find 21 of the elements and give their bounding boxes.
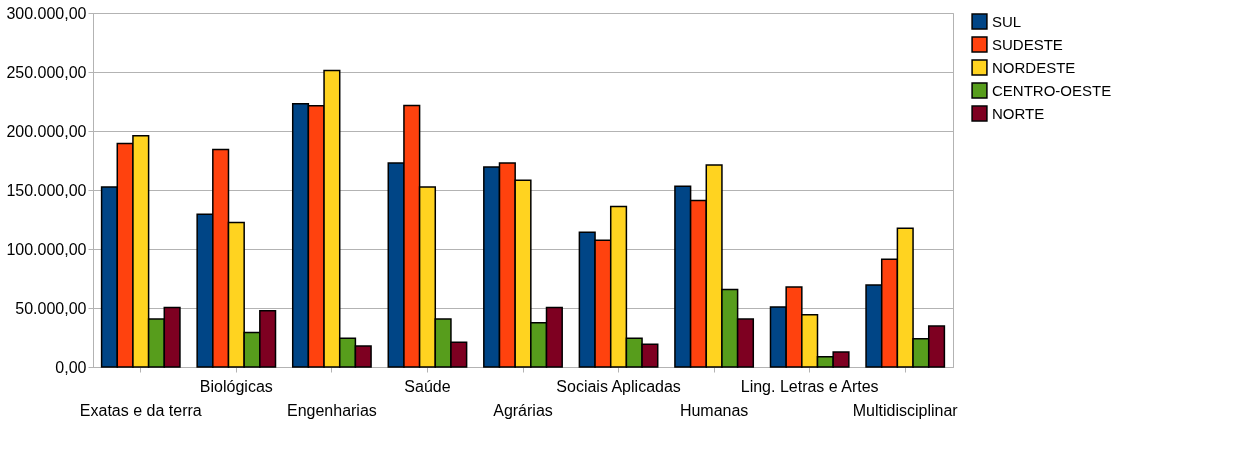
x-tick-label: Exatas e da terra <box>79 401 202 419</box>
legend-label: NORTE <box>992 104 1045 122</box>
x-tick-label: Saúde <box>404 377 451 395</box>
y-tick-label: 100.000,00 <box>6 240 87 258</box>
legend-label: SUDESTE <box>992 35 1063 53</box>
y-tick-label: 0,00 <box>55 358 87 376</box>
x-tick-label: Agrárias <box>493 401 553 419</box>
y-tick-label: 250.000,00 <box>6 63 87 81</box>
x-tick-label: Ling. Letras e Artes <box>740 377 879 395</box>
x-tick-label: Sociais Aplicadas <box>556 377 681 395</box>
legend-label: SUL <box>992 12 1022 30</box>
y-tick-label: 200.000,00 <box>6 122 87 140</box>
x-tick-label: Engenharias <box>286 401 377 419</box>
x-tick-label: Biológicas <box>199 377 273 395</box>
y-tick-label: 300.000,00 <box>6 4 87 22</box>
legend-label: NORDESTE <box>992 58 1076 76</box>
y-tick-label: 150.000,00 <box>6 181 87 199</box>
x-tick-label: Humanas <box>679 401 749 419</box>
y-tick-label: 50.000,00 <box>15 299 87 317</box>
legend-label: CENTRO-OESTE <box>992 81 1112 99</box>
x-tick-label: Multidisciplinar <box>852 401 959 419</box>
